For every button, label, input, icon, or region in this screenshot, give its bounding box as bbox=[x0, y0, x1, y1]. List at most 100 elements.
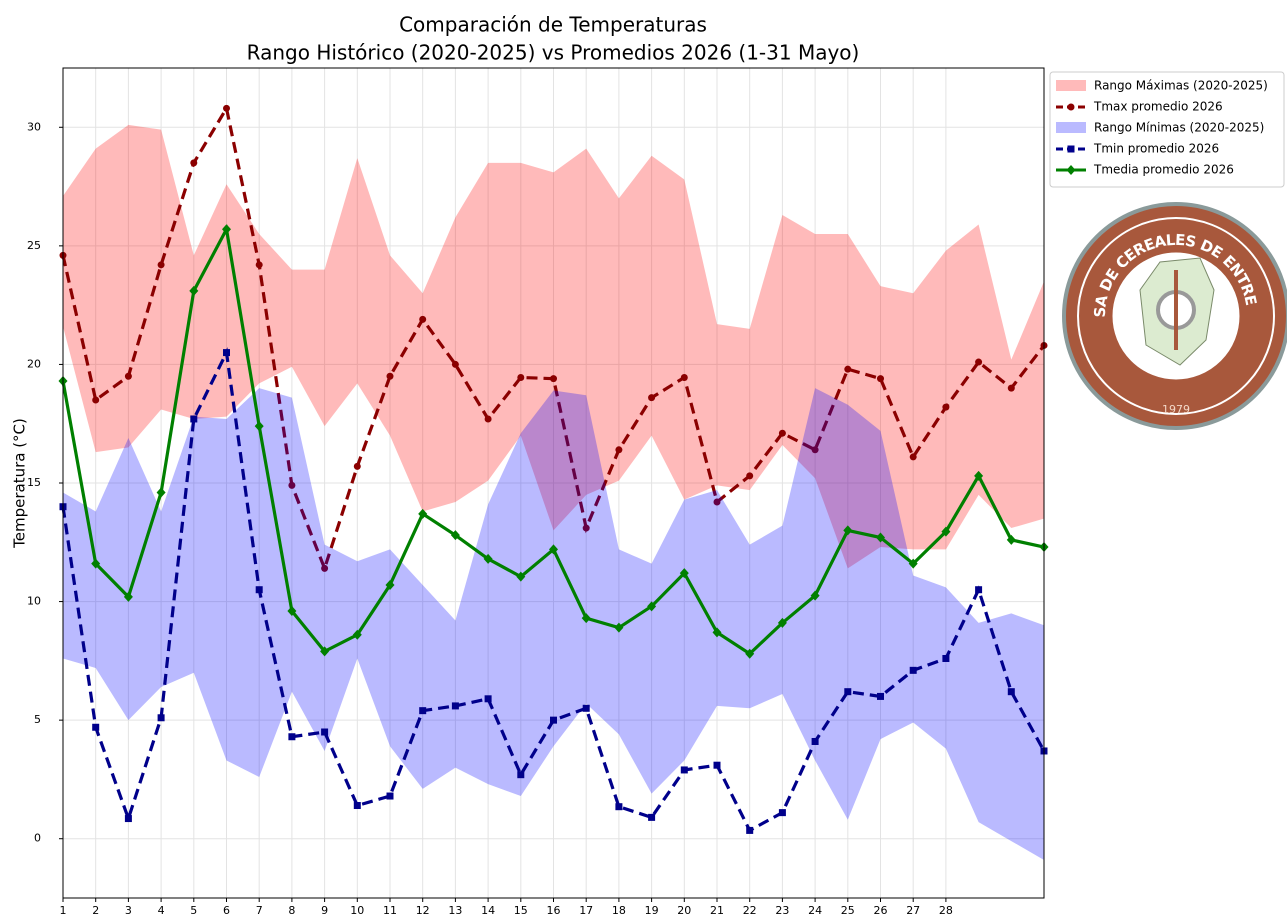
legend-swatch bbox=[1056, 80, 1086, 91]
marker bbox=[647, 601, 657, 612]
x-tick-label: 10 bbox=[350, 904, 364, 917]
marker bbox=[778, 809, 786, 817]
x-tick-label: 12 bbox=[416, 904, 430, 917]
marker bbox=[877, 375, 884, 383]
x-tick-label: 19 bbox=[645, 904, 659, 917]
marker bbox=[550, 716, 557, 724]
marker bbox=[92, 396, 100, 404]
x-tick-label: 17 bbox=[579, 904, 593, 917]
marker bbox=[483, 553, 493, 564]
marker bbox=[91, 558, 101, 569]
marker bbox=[223, 104, 230, 112]
marker bbox=[190, 159, 198, 167]
legend-box bbox=[1049, 71, 1285, 188]
marker bbox=[288, 481, 296, 489]
x-tick-label: 13 bbox=[448, 904, 462, 917]
marker bbox=[843, 525, 853, 536]
marker bbox=[713, 761, 721, 769]
marker bbox=[844, 365, 852, 373]
marker bbox=[386, 372, 394, 380]
marker bbox=[157, 261, 165, 269]
marker bbox=[680, 766, 688, 774]
y-tick-label: 20 bbox=[27, 357, 41, 370]
y-tick-label: 15 bbox=[27, 476, 41, 489]
marker bbox=[287, 606, 297, 617]
y-tick-label: 10 bbox=[27, 595, 41, 608]
marker bbox=[975, 586, 983, 594]
logo-inner-ring bbox=[1077, 217, 1275, 415]
marker bbox=[223, 349, 230, 357]
marker bbox=[582, 524, 590, 532]
x-tick-label: 26 bbox=[874, 904, 888, 917]
marker bbox=[746, 472, 754, 480]
marker bbox=[648, 813, 656, 821]
marker bbox=[288, 733, 296, 741]
marker bbox=[418, 508, 428, 519]
marker bbox=[679, 568, 689, 579]
marker bbox=[844, 688, 852, 696]
marker bbox=[386, 792, 394, 800]
marker bbox=[975, 358, 983, 366]
x-tick-label: 21 bbox=[710, 904, 724, 917]
marker bbox=[517, 771, 525, 779]
x-tick-label: 28 bbox=[939, 904, 953, 917]
x-tick-label: 2 bbox=[92, 904, 99, 917]
marker bbox=[745, 648, 755, 659]
y-tick-label: 25 bbox=[27, 239, 41, 252]
marker bbox=[450, 530, 460, 541]
marker bbox=[582, 704, 590, 712]
y-tick-label: 30 bbox=[27, 120, 41, 133]
marker bbox=[712, 627, 722, 638]
marker bbox=[777, 617, 787, 628]
marker bbox=[419, 315, 427, 323]
x-tick-label: 5 bbox=[190, 904, 197, 917]
y-tick-label: 0 bbox=[34, 832, 41, 845]
data bbox=[58, 103, 1049, 861]
marker bbox=[321, 564, 329, 572]
x-tick-label: 6 bbox=[223, 904, 230, 917]
marker bbox=[156, 487, 166, 498]
x-tick-label: 7 bbox=[256, 904, 263, 917]
marker bbox=[1007, 384, 1015, 392]
marker bbox=[941, 526, 951, 537]
marker bbox=[516, 571, 526, 582]
marker bbox=[190, 415, 198, 423]
marker bbox=[123, 591, 133, 602]
marker bbox=[517, 373, 525, 381]
marker bbox=[92, 723, 100, 731]
x-tick-label: 8 bbox=[288, 904, 295, 917]
marker bbox=[451, 702, 459, 710]
legend-label: Rango Máximas (2020-2025) bbox=[1094, 79, 1268, 93]
legend-marker bbox=[1067, 103, 1075, 111]
marker bbox=[255, 261, 263, 269]
marker bbox=[484, 695, 492, 703]
y-tick-label: 5 bbox=[34, 713, 41, 726]
marker bbox=[614, 622, 624, 633]
legend-label: Rango Mínimas (2020-2025) bbox=[1094, 121, 1264, 135]
marker bbox=[549, 544, 558, 555]
marker bbox=[124, 815, 132, 823]
chart-title: Comparación de Temperaturas bbox=[399, 13, 707, 37]
x-tick-label: 24 bbox=[808, 904, 822, 917]
marker bbox=[320, 646, 330, 657]
x-tick-label: 1 bbox=[60, 904, 67, 917]
marker bbox=[352, 629, 362, 640]
x-tick-label: 18 bbox=[612, 904, 626, 917]
marker bbox=[877, 692, 884, 700]
x-tick-label: 15 bbox=[514, 904, 528, 917]
marker bbox=[353, 802, 361, 810]
marker bbox=[811, 737, 819, 745]
marker bbox=[909, 453, 917, 461]
marker bbox=[615, 446, 623, 454]
x-tick-label: 25 bbox=[841, 904, 855, 917]
marker bbox=[810, 590, 820, 601]
marker bbox=[581, 613, 591, 624]
y-axis-label: Temperatura (°C) bbox=[11, 418, 29, 549]
range-band bbox=[63, 388, 1044, 861]
marker bbox=[942, 403, 950, 411]
x-tick-label: 9 bbox=[321, 904, 328, 917]
x-tick-label: 4 bbox=[158, 904, 165, 917]
marker bbox=[680, 373, 688, 381]
marker bbox=[222, 224, 231, 235]
marker bbox=[254, 421, 264, 432]
